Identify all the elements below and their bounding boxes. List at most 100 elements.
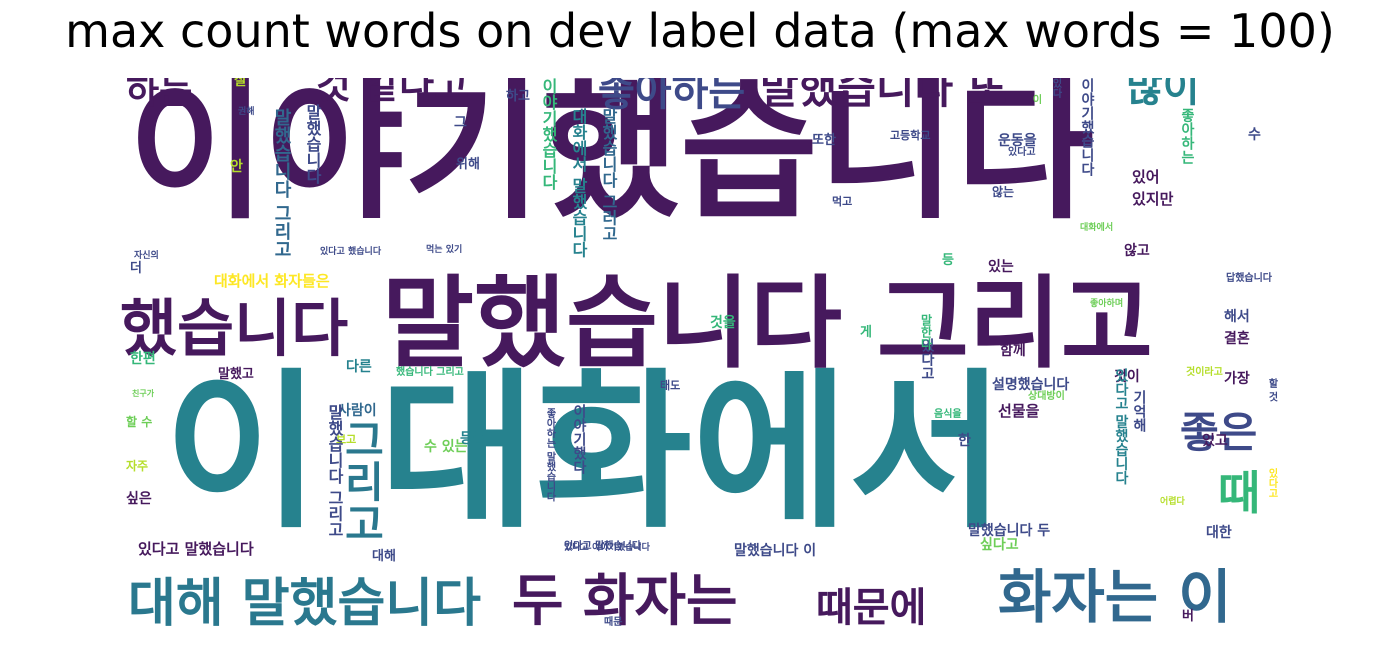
cloud-word: 했습니다 그리고 (396, 367, 464, 378)
cloud-word: 한 (958, 433, 971, 449)
cloud-word: 대해 (372, 549, 396, 564)
cloud-word: 수 (1248, 127, 1261, 143)
cloud-word: 친구가 (132, 389, 155, 398)
cloud-word: 먹고 (832, 195, 853, 208)
cloud-word: 보고 (336, 433, 357, 446)
cloud-word: 있다고 했습니다 (320, 247, 382, 257)
cloud-word: 운동을 (998, 133, 1037, 149)
cloud-word: 대화에서 화자들은 (214, 272, 330, 290)
cloud-word: 좋아하는 말했습니다 (544, 408, 555, 502)
cloud-word: 좋아하는 (1179, 108, 1195, 164)
cloud-word: 어렵다고 (1278, 508, 1280, 548)
cloud-word: 선물을 (998, 402, 1040, 420)
cloud-word: 있다고 말했습니다 (1113, 368, 1129, 485)
cloud-word: 대한 (1206, 525, 1232, 541)
cloud-word: 때문 (604, 617, 623, 628)
cloud-word: 것을 (710, 315, 736, 331)
cloud-word: 말했습니다 이 (734, 543, 817, 559)
cloud-word: 결혼 (1224, 331, 1250, 347)
cloud-word: 말했습니다 또 (760, 78, 1007, 113)
cloud-word: 이야기했습니다 (539, 78, 558, 190)
cloud-word: 말했습니다 그리고 (325, 404, 344, 538)
cloud-word: 태도 (660, 379, 681, 392)
cloud-word: 잘 (234, 78, 247, 89)
cloud-word: 있고 (1202, 433, 1228, 449)
cloud-word: 있지만 (1132, 190, 1174, 208)
cloud-word: 했습니다 (120, 292, 349, 365)
cloud-word: 있는 (988, 259, 1014, 275)
cloud-word: 말했습니다 (303, 104, 322, 184)
cloud-word: 권해 (238, 107, 255, 117)
cloud-word: 하는 (126, 78, 193, 112)
cloud-word: 할 것 (1266, 378, 1277, 402)
cloud-word: 이 (1030, 94, 1041, 104)
cloud-word: 싶은 (126, 491, 152, 507)
cloud-word: 대해 말했습니다 (128, 574, 481, 634)
cloud-word: 말했습니다 그리고 (382, 265, 1153, 382)
cloud-word: 것 같다고 (316, 78, 470, 107)
cloud-word: 게 (860, 325, 872, 340)
cloud-word: 화자는 이 (998, 563, 1232, 631)
cloud-word: 좋은 (1180, 408, 1258, 457)
cloud-word: 사람이 (338, 403, 377, 419)
cloud-word: 가장 (1224, 371, 1250, 387)
cloud-word: 기억해 (1131, 390, 1147, 432)
cloud-word: 그리고 (337, 418, 386, 544)
cloud-word: 이야기했다 (571, 404, 587, 474)
cloud-word: 수 있는 (424, 439, 468, 455)
cloud-word: 때문에 (816, 585, 927, 631)
cloud-word: 있어 (1132, 168, 1160, 186)
cloud-word: 말했습니다 두 (968, 523, 1051, 539)
cloud-word: 있다고 이야기했습니다 (564, 543, 650, 553)
cloud-word: 등을 (460, 431, 486, 447)
cloud-word: 있다고 말했습니다 (138, 540, 254, 558)
cloud-word: 음식을 (934, 409, 962, 420)
cloud-word: 함께 (1000, 343, 1026, 359)
cloud-word: 이야기했습니다 (128, 78, 1095, 240)
cloud-word: 자주 (126, 459, 149, 473)
cloud-word: 이 대화에서 (164, 354, 1006, 552)
cloud-word: 이야기했습니다 (1079, 78, 1095, 176)
cloud-word: 않는 (992, 185, 1015, 199)
cloud-word: 어렵다 (1160, 497, 1185, 507)
cloud-word: 말했습니다 그리고 (271, 108, 292, 259)
cloud-word: 말했습니다 그러고 (599, 108, 618, 242)
cloud-word: 것이 (1114, 369, 1140, 385)
cloud-word: 안 (230, 159, 243, 175)
cloud-word: 설명했습니다 (992, 377, 1070, 393)
cloud-word: 또한 (812, 133, 836, 148)
cloud-word: 있다 (1050, 78, 1061, 98)
cloud-word: 있다고 (1266, 468, 1277, 498)
cloud-word: 대화에서 (1080, 223, 1114, 233)
cloud-word: 버 (1182, 609, 1194, 624)
cloud-word: 등 (942, 253, 954, 268)
cloud-word: 답했습니다 (1226, 273, 1272, 284)
cloud-word: 많이 (1126, 78, 1200, 111)
cloud-word: 더 (130, 261, 142, 276)
cloud-word: 때 (1218, 466, 1261, 520)
cloud-word: 상대방이 (1028, 391, 1065, 402)
cloud-word: 할 수 (126, 415, 153, 429)
cloud-word: 두 화자는 (512, 569, 738, 634)
cloud-word: 좋아하며 (1090, 299, 1124, 309)
cloud-word: 싶다고 (980, 537, 1019, 553)
cloud-word: 있다고 (1008, 147, 1036, 158)
cloud-word: 해서 (1224, 309, 1250, 325)
cloud-word: 않고 (1124, 243, 1150, 259)
cloud-word: 그 (454, 115, 467, 131)
cloud-word: 있다고 말했습니다 (564, 541, 642, 552)
word-cloud: 이야기했습니다 이 대화에서 말했습니다 그리고 했습니다 대해 말했습니다 두 화자는 화… (120, 78, 1280, 638)
cloud-word: 말했고 (218, 367, 254, 382)
chart-title: max count words on dev label data (max w… (65, 4, 1335, 58)
cloud-word: 대화에서 말했습니다 (569, 108, 588, 258)
cloud-word: 한편 (130, 351, 156, 367)
cloud-word: 자신의 (134, 251, 159, 261)
cloud-word: 말한다 (919, 314, 933, 350)
cloud-word: 것이라고 (1186, 367, 1223, 378)
cloud-word: 고등학교 (890, 129, 931, 142)
cloud-word: 다른 (346, 359, 372, 375)
cloud-word: 먹는 있기 (426, 245, 463, 255)
cloud-word: 위해 (456, 157, 480, 172)
cloud-word: 좋아하는 (598, 78, 746, 115)
cloud-word: 있다고 (919, 338, 935, 380)
